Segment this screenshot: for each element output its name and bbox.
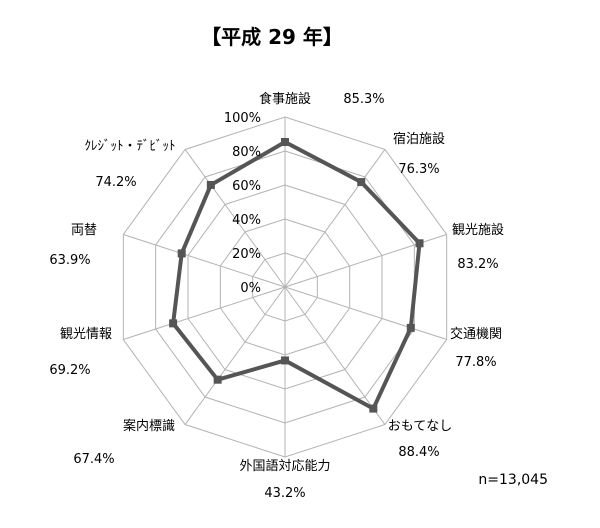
grid-spoke <box>184 149 286 288</box>
data-point <box>415 239 424 248</box>
tick-label: 20% <box>232 247 261 262</box>
grid-spoke <box>284 286 386 425</box>
value-label: 74.2% <box>95 175 136 190</box>
tick-label: 100% <box>224 111 261 126</box>
value-label: 76.3% <box>398 162 439 177</box>
value-label: 88.4% <box>398 445 439 460</box>
grid-spoke <box>184 286 286 425</box>
tick-label: 60% <box>232 179 261 194</box>
sample-size-note: n=13,045 <box>478 472 548 488</box>
data-point <box>169 319 178 328</box>
data-point <box>406 323 415 332</box>
radar-labels: 食事施設 85.3% 宿泊施設 76.3% 観光施設 83.2% 交通機関 77.8% おもてな… <box>49 91 504 501</box>
radar-spokes <box>123 117 447 457</box>
data-point <box>369 404 378 413</box>
radar-series <box>169 137 424 413</box>
category-label: 外国語対応能力 <box>239 458 330 474</box>
value-label: 85.3% <box>343 92 384 107</box>
radar-ticks: 0% 20% 40% 60% 80% 100% <box>224 111 261 296</box>
data-point <box>177 249 186 258</box>
category-label: 交通機関 <box>450 326 502 342</box>
data-point <box>213 375 222 384</box>
value-label: 43.2% <box>264 486 305 501</box>
category-label: 宿泊施設 <box>393 131 445 147</box>
category-label: 食事施設 <box>259 91 311 107</box>
data-point <box>281 137 289 146</box>
category-label: おもてなし <box>388 419 452 434</box>
category-label: ｸﾚｼﾞｯﾄ・ﾃﾞﾋﾞｯﾄ <box>84 139 175 154</box>
tick-label: 0% <box>240 281 261 296</box>
tick-label: 80% <box>232 145 261 160</box>
value-label: 69.2% <box>49 363 90 378</box>
grid-spoke <box>284 149 386 288</box>
grid-spoke <box>123 233 286 288</box>
grid-spoke <box>284 286 447 341</box>
data-point <box>206 180 215 189</box>
value-label: 83.2% <box>457 257 498 272</box>
category-label: 観光施設 <box>452 222 504 238</box>
grid-spoke <box>123 286 286 341</box>
data-point <box>357 178 366 187</box>
value-label: 77.8% <box>455 355 496 370</box>
category-label: 案内標識 <box>123 418 175 434</box>
category-label: 両替 <box>71 223 97 238</box>
value-label: 63.9% <box>49 253 90 268</box>
chart-title: 【平成 29 年】 <box>201 25 343 49</box>
value-label: 67.4% <box>73 452 114 467</box>
tick-label: 40% <box>232 213 261 228</box>
data-point <box>281 356 289 365</box>
category-label: 観光情報 <box>60 327 112 342</box>
